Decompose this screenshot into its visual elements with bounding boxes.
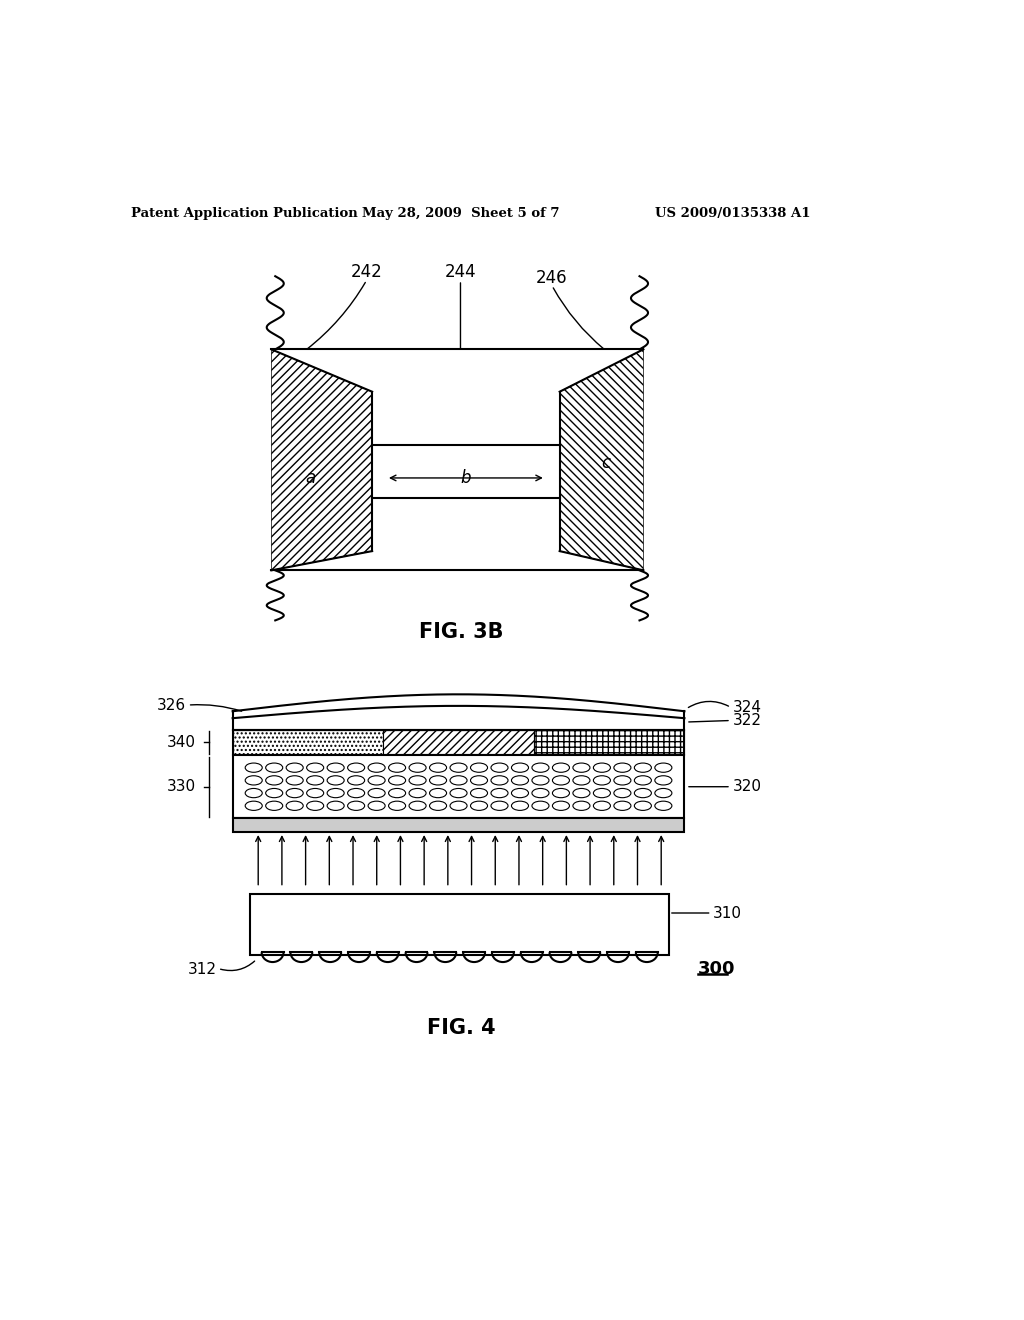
Text: 320: 320 xyxy=(732,779,762,795)
Bar xyxy=(232,730,684,755)
Text: 300: 300 xyxy=(697,960,735,978)
Text: 326: 326 xyxy=(157,697,186,713)
Text: 324: 324 xyxy=(732,700,762,715)
Text: US 2009/0135338 A1: US 2009/0135338 A1 xyxy=(654,207,810,220)
Text: 244: 244 xyxy=(444,264,476,281)
Bar xyxy=(232,818,684,832)
Text: b: b xyxy=(461,469,471,487)
Bar xyxy=(232,755,684,818)
Text: 246: 246 xyxy=(537,269,567,286)
Text: FIG. 4: FIG. 4 xyxy=(427,1019,496,1039)
Text: 312: 312 xyxy=(188,962,217,977)
Text: 322: 322 xyxy=(732,713,762,729)
Text: 330: 330 xyxy=(167,779,197,795)
Bar xyxy=(232,730,383,755)
Bar xyxy=(534,730,684,755)
Text: FIG. 3B: FIG. 3B xyxy=(419,622,504,642)
Text: 310: 310 xyxy=(713,906,742,920)
Text: a: a xyxy=(305,469,315,487)
Text: Patent Application Publication: Patent Application Publication xyxy=(131,207,357,220)
Text: May 28, 2009  Sheet 5 of 7: May 28, 2009 Sheet 5 of 7 xyxy=(362,207,560,220)
Bar xyxy=(251,894,669,956)
Text: c: c xyxy=(602,454,610,471)
Text: 340: 340 xyxy=(167,735,197,750)
Text: 242: 242 xyxy=(351,264,383,281)
Bar xyxy=(383,730,534,755)
